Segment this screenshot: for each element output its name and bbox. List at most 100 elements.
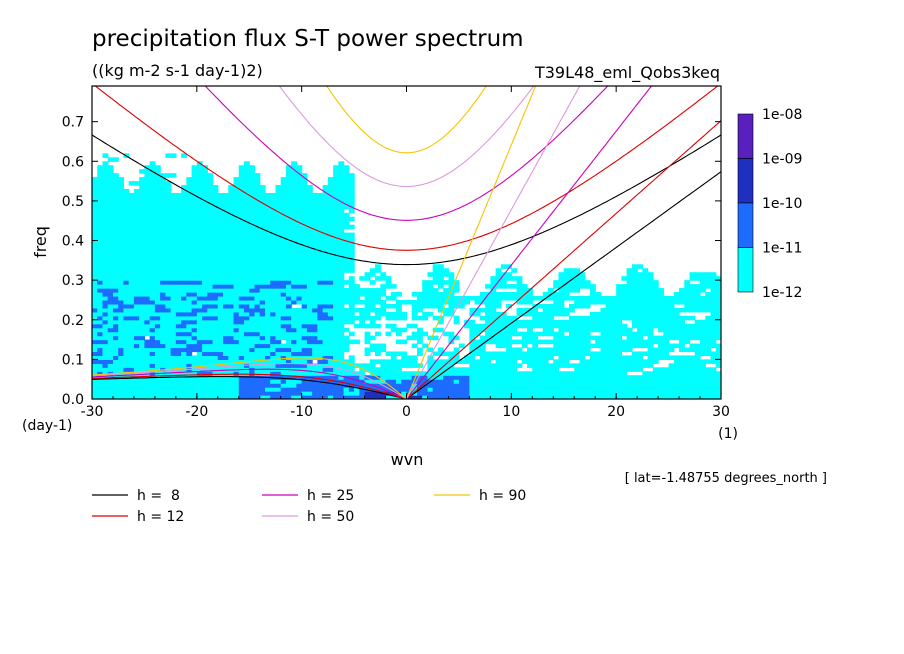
heat-cell xyxy=(637,331,643,337)
heat-cell xyxy=(144,185,151,190)
heat-cell xyxy=(275,347,282,353)
heat-cell xyxy=(228,228,235,234)
heat-cell xyxy=(495,311,502,317)
heat-cell xyxy=(558,379,565,384)
heat-cell xyxy=(610,359,617,364)
heat-cell xyxy=(610,335,617,341)
heat-cell xyxy=(506,315,512,321)
heat-cell xyxy=(92,295,98,301)
heat-cell xyxy=(616,331,623,337)
heat-cell xyxy=(689,391,696,396)
heat-cell xyxy=(343,387,350,392)
heat-cell xyxy=(563,359,570,364)
heat-cell xyxy=(385,395,392,399)
heat-cell xyxy=(97,196,104,202)
heat-cell xyxy=(600,319,607,325)
heat-cell xyxy=(631,387,638,392)
heat-cell xyxy=(333,177,339,182)
heat-cell xyxy=(207,256,214,261)
heat-cell xyxy=(537,319,544,325)
heat-cell xyxy=(579,347,586,353)
heat-cell xyxy=(642,343,649,349)
heat-cell xyxy=(123,248,130,254)
heat-cell xyxy=(186,331,193,337)
heat-cell xyxy=(411,363,418,368)
heat-cell xyxy=(97,295,104,301)
heat-cell xyxy=(92,220,98,226)
heat-cell xyxy=(700,391,706,396)
heat-cell xyxy=(275,319,282,325)
heat-cell xyxy=(238,347,245,353)
heat-cell xyxy=(574,323,581,329)
heat-cell xyxy=(259,252,266,257)
heat-cell xyxy=(249,288,256,293)
heat-cell xyxy=(553,335,560,341)
heat-cell xyxy=(238,288,245,293)
heat-cell xyxy=(196,165,203,170)
heat-cell xyxy=(285,347,292,353)
heat-cell xyxy=(343,165,350,170)
heat-cell xyxy=(626,299,633,305)
heat-cell xyxy=(144,323,151,329)
heat-cell xyxy=(223,351,229,357)
heat-cell xyxy=(312,299,318,305)
heat-cell xyxy=(333,268,339,273)
heat-cell xyxy=(595,363,602,368)
heat-cell xyxy=(437,295,444,301)
heat-cell xyxy=(254,319,261,325)
heat-cell xyxy=(437,315,444,321)
heat-cell xyxy=(144,212,151,218)
heat-cell xyxy=(595,315,602,321)
heat-cell xyxy=(380,307,387,313)
heat-cell xyxy=(553,319,560,325)
heat-cell xyxy=(207,387,214,392)
heat-cell xyxy=(679,363,685,368)
heat-cell xyxy=(191,232,198,238)
colorbar-label: 1e-10 xyxy=(762,196,802,212)
heat-cell xyxy=(144,272,151,277)
heat-cell xyxy=(207,355,214,360)
heat-cell xyxy=(128,272,135,277)
heat-cell xyxy=(458,387,465,392)
heat-cell xyxy=(202,315,208,321)
heat-cell xyxy=(165,232,172,238)
heat-cell xyxy=(548,327,554,333)
heat-cell xyxy=(312,232,318,238)
heat-cell xyxy=(202,288,208,293)
heat-cell xyxy=(516,351,523,357)
heat-cell xyxy=(705,351,712,357)
heat-cell xyxy=(191,299,198,305)
heat-cell xyxy=(202,367,208,372)
heat-cell xyxy=(128,232,135,238)
heat-cell xyxy=(610,303,617,309)
heat-cell xyxy=(165,299,172,305)
heat-cell xyxy=(584,371,591,376)
heat-cell xyxy=(102,192,109,198)
heat-cell xyxy=(322,192,329,198)
heat-cell xyxy=(139,391,146,396)
heat-cell xyxy=(97,331,104,337)
heat-cell xyxy=(149,264,156,269)
heat-cell xyxy=(254,391,261,396)
heat-cell xyxy=(684,379,691,384)
curve-inertia-gravity-h90 xyxy=(326,86,487,154)
heat-cell xyxy=(322,256,329,261)
heat-cell xyxy=(249,185,256,190)
heat-cell xyxy=(275,276,282,281)
heat-cell xyxy=(432,383,439,388)
heat-cell xyxy=(306,339,313,345)
heat-cell xyxy=(102,371,109,376)
heat-cell xyxy=(652,391,659,396)
heat-cell xyxy=(427,311,434,317)
heat-cell xyxy=(296,169,303,174)
heat-cell xyxy=(296,391,303,396)
heat-cell xyxy=(589,327,596,333)
heat-cell xyxy=(123,359,130,364)
heat-cell xyxy=(458,303,465,309)
heat-cell xyxy=(191,264,198,269)
heat-cell xyxy=(238,351,245,357)
heat-cell xyxy=(139,236,146,242)
heat-cell xyxy=(244,280,250,285)
heat-cell xyxy=(244,347,250,353)
heat-cell xyxy=(532,375,539,380)
